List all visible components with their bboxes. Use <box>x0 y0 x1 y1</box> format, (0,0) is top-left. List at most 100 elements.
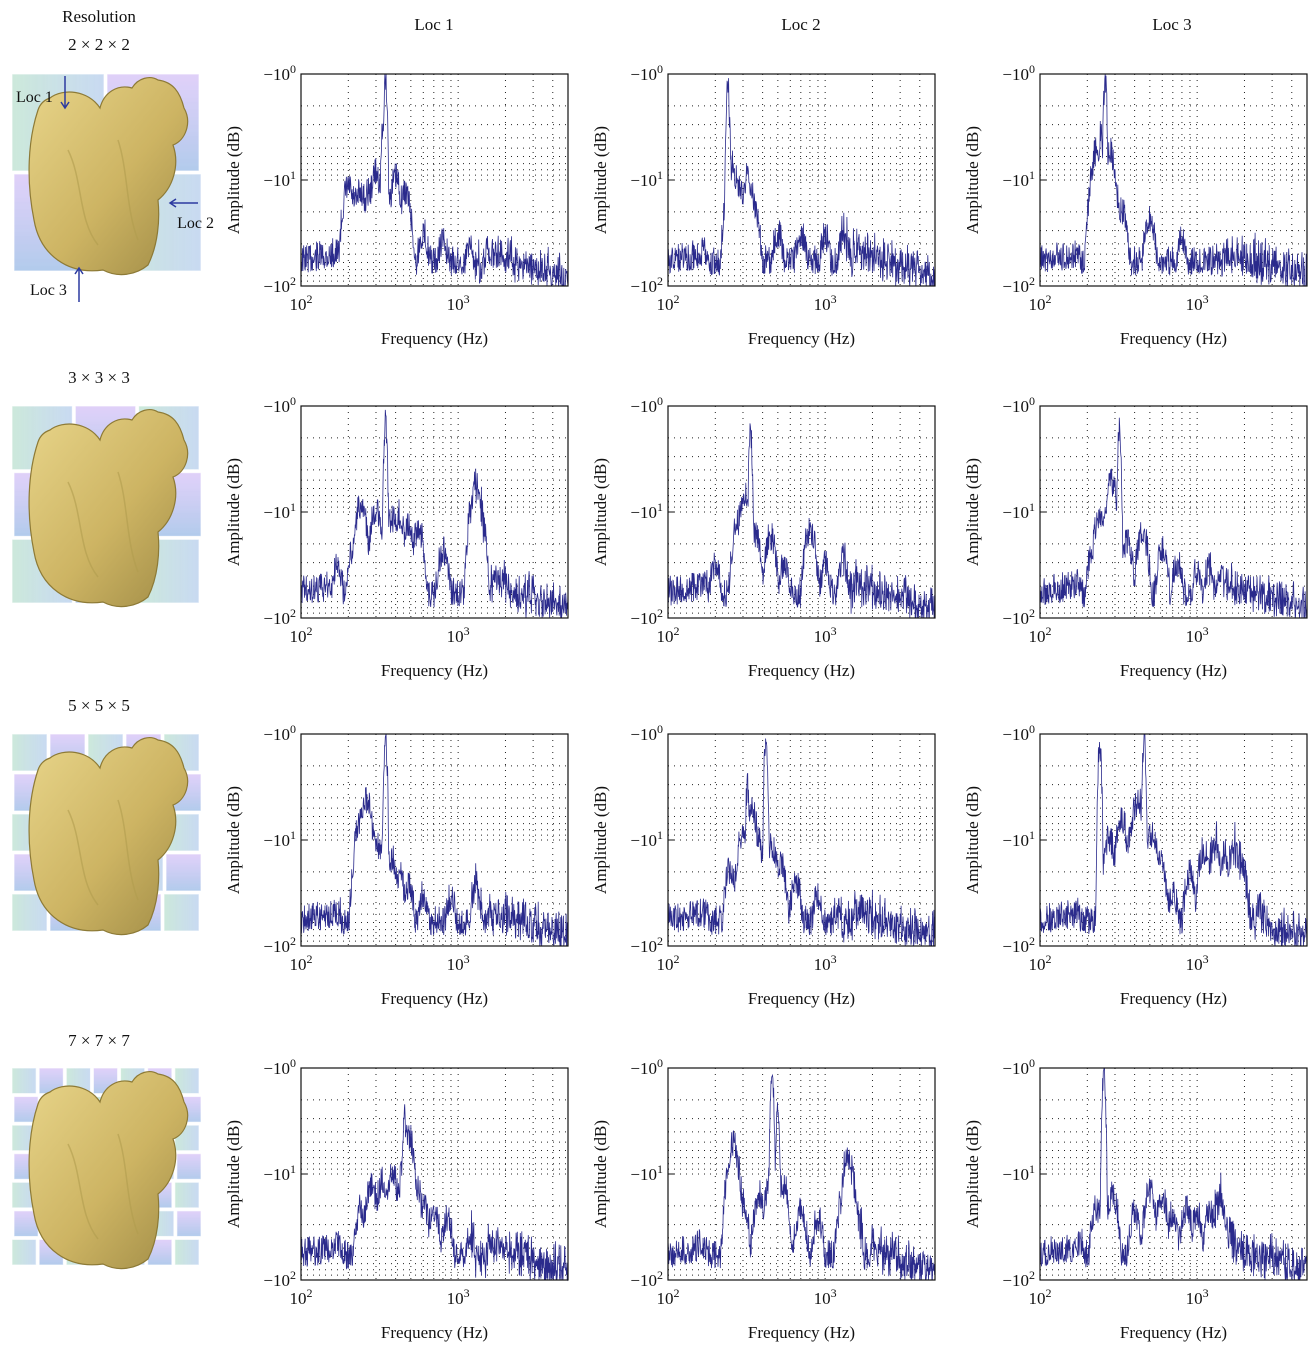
y-tick-label: −101 <box>630 500 663 522</box>
resolution-label: 5 × 5 × 5 <box>68 696 130 715</box>
y-tick-label: −100 <box>630 62 663 84</box>
x-axis-label: Frequency (Hz) <box>1120 1323 1227 1342</box>
x-tick-label: 103 <box>814 1286 837 1308</box>
y-tick-label: −101 <box>630 828 663 850</box>
y-tick-label: −100 <box>630 1056 663 1078</box>
x-tick-label: 102 <box>1029 1286 1052 1308</box>
squirrel-contour <box>67 1133 139 1240</box>
y-axis-label: Amplitude (dB) <box>591 786 610 894</box>
y-tick-label: −100 <box>1002 62 1035 84</box>
grid-cell <box>163 893 200 932</box>
location-marker-arrow <box>60 76 70 110</box>
x-axis-label: Frequency (Hz) <box>748 661 855 680</box>
spectrum-series-line <box>1039 733 1308 947</box>
y-tick-label: −102 <box>263 274 296 296</box>
x-tick-label: 102 <box>290 292 313 314</box>
squirrel-contour <box>67 799 139 906</box>
y-axis-label: Amplitude (dB) <box>963 1120 982 1228</box>
y-tick-label: −100 <box>1002 722 1035 744</box>
location-marker-arrow <box>74 266 84 302</box>
y-tick-label: −100 <box>263 722 296 744</box>
y-axis-label: Amplitude (dB) <box>963 458 982 566</box>
x-tick-label: 102 <box>290 624 313 646</box>
x-tick-label: 103 <box>1186 292 1209 314</box>
spectrum-series-line <box>1039 417 1308 619</box>
squirrel-grid-illustration <box>11 733 202 936</box>
grid-cell <box>11 1238 37 1266</box>
y-tick-label: −101 <box>630 1162 663 1184</box>
spectrum-series-line <box>300 409 569 619</box>
x-tick-label: 102 <box>657 952 680 974</box>
grid-cell <box>174 1238 200 1266</box>
x-tick-label: 102 <box>1029 292 1052 314</box>
x-axis-label: Frequency (Hz) <box>381 661 488 680</box>
column-header-loc3: Loc 3 <box>1152 15 1191 34</box>
grid-cell <box>176 1210 202 1237</box>
y-tick-label: −101 <box>263 1162 296 1184</box>
y-axis-label: Amplitude (dB) <box>224 786 243 894</box>
y-axis-label: Amplitude (dB) <box>224 1120 243 1228</box>
x-tick-label: 103 <box>447 952 470 974</box>
x-tick-label: 103 <box>1186 624 1209 646</box>
x-tick-label: 103 <box>814 624 837 646</box>
x-axis-label: Frequency (Hz) <box>748 1323 855 1342</box>
squirrel-grid-illustration <box>11 1067 202 1270</box>
x-tick-label: 102 <box>290 1286 313 1308</box>
squirrel-grid-illustration: Loc 1 Loc 2 Loc 3 <box>11 73 214 302</box>
y-tick-label: −102 <box>263 934 296 956</box>
grid-cell <box>176 1153 202 1180</box>
x-tick-label: 102 <box>290 952 313 974</box>
x-tick-label: 103 <box>447 1286 470 1308</box>
x-tick-label: 102 <box>1029 952 1052 974</box>
grid-cell <box>165 853 202 892</box>
spectrum-series-line <box>300 733 569 947</box>
y-tick-label: −102 <box>630 1268 663 1290</box>
x-axis-label: Frequency (Hz) <box>381 989 488 1008</box>
y-tick-label: −100 <box>263 62 296 84</box>
resolution-label: 2 × 2 × 2 <box>68 35 130 54</box>
rows-layer: 2 × 2 × 2 Loc 1 Loc 2 Loc 3 3 × 3 × 3 5 × 5 ×… <box>11 35 214 1270</box>
location-marker-label: Loc 3 <box>30 282 67 299</box>
column-header-loc2: Loc 2 <box>781 15 820 34</box>
squirrel-shape <box>28 409 189 608</box>
x-axis-label: Frequency (Hz) <box>1120 329 1227 348</box>
squirrel-shape <box>28 737 189 936</box>
y-axis-label: Amplitude (dB) <box>591 458 610 566</box>
y-axis-label: Amplitude (dB) <box>963 786 982 894</box>
spectrum-series-line <box>667 738 936 947</box>
y-tick-label: −100 <box>1002 394 1035 416</box>
x-tick-label: 103 <box>1186 952 1209 974</box>
spectrum-series-line <box>667 423 936 619</box>
y-axis-label: Amplitude (dB) <box>224 458 243 566</box>
y-tick-label: −102 <box>1002 606 1035 628</box>
y-tick-label: −101 <box>263 828 296 850</box>
x-tick-label: 103 <box>814 952 837 974</box>
squirrel-shape <box>28 1071 189 1270</box>
y-tick-label: −102 <box>1002 1268 1035 1290</box>
y-tick-label: −100 <box>263 394 296 416</box>
y-tick-label: −101 <box>1002 500 1035 522</box>
y-axis-label: Amplitude (dB) <box>591 126 610 234</box>
y-tick-label: −102 <box>1002 274 1035 296</box>
x-axis-label: Frequency (Hz) <box>381 329 488 348</box>
y-tick-label: −102 <box>630 606 663 628</box>
y-tick-label: −100 <box>630 722 663 744</box>
x-tick-label: 102 <box>657 292 680 314</box>
squirrel-contour <box>67 139 139 246</box>
x-tick-label: 102 <box>1029 624 1052 646</box>
x-tick-label: 102 <box>657 624 680 646</box>
y-tick-label: −102 <box>263 606 296 628</box>
resolution-label: 3 × 3 × 3 <box>68 368 130 387</box>
resolution-header: Resolution <box>62 7 136 26</box>
